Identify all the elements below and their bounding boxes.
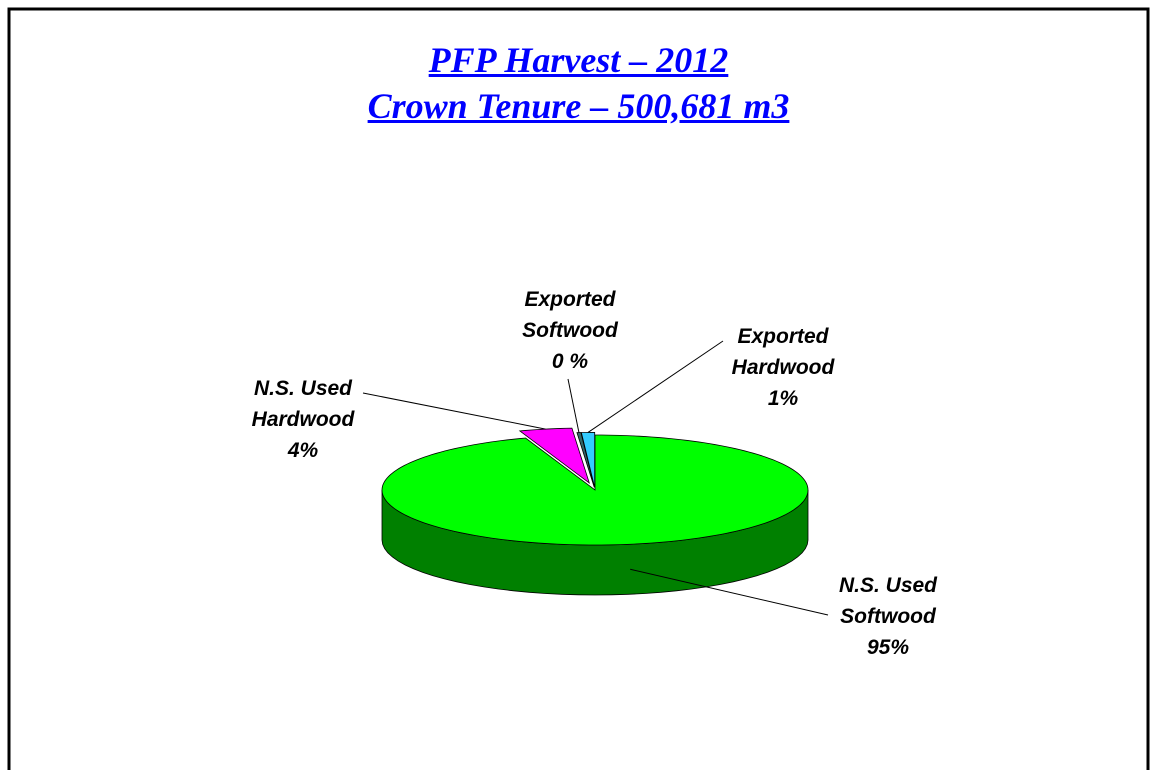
- category-label: Exported Hardwood: [731, 325, 835, 379]
- frame: [7, 7, 1150, 770]
- slice: [381, 434, 809, 546]
- leader-line: [362, 392, 546, 430]
- leader-line: [567, 378, 580, 433]
- chart-title: PFP Harvest – 2012: [428, 40, 729, 80]
- slice: [580, 432, 596, 488]
- data-label: Exported Hardwood 1%: [713, 321, 853, 414]
- data-label: N.S. Used Softwood 95%: [818, 570, 958, 663]
- slice: [518, 427, 591, 484]
- leader-line: [630, 568, 829, 616]
- category-label: N.S. Used Hardwood: [251, 377, 355, 431]
- value-label: 95%: [866, 636, 910, 659]
- value-label: 4%: [287, 439, 319, 462]
- category-label: N.S. Used Softwood: [838, 574, 938, 628]
- value-label: 0 %: [551, 350, 589, 373]
- chart-subtitle: Crown Tenure – 500,681 m3: [367, 86, 790, 126]
- category-label: Exported Softwood: [522, 288, 618, 342]
- data-label: N.S. Used Hardwood 4%: [233, 373, 373, 466]
- leader-line: [587, 340, 724, 433]
- value-label: 1%: [767, 387, 799, 410]
- data-label: Exported Softwood 0 %: [510, 284, 630, 377]
